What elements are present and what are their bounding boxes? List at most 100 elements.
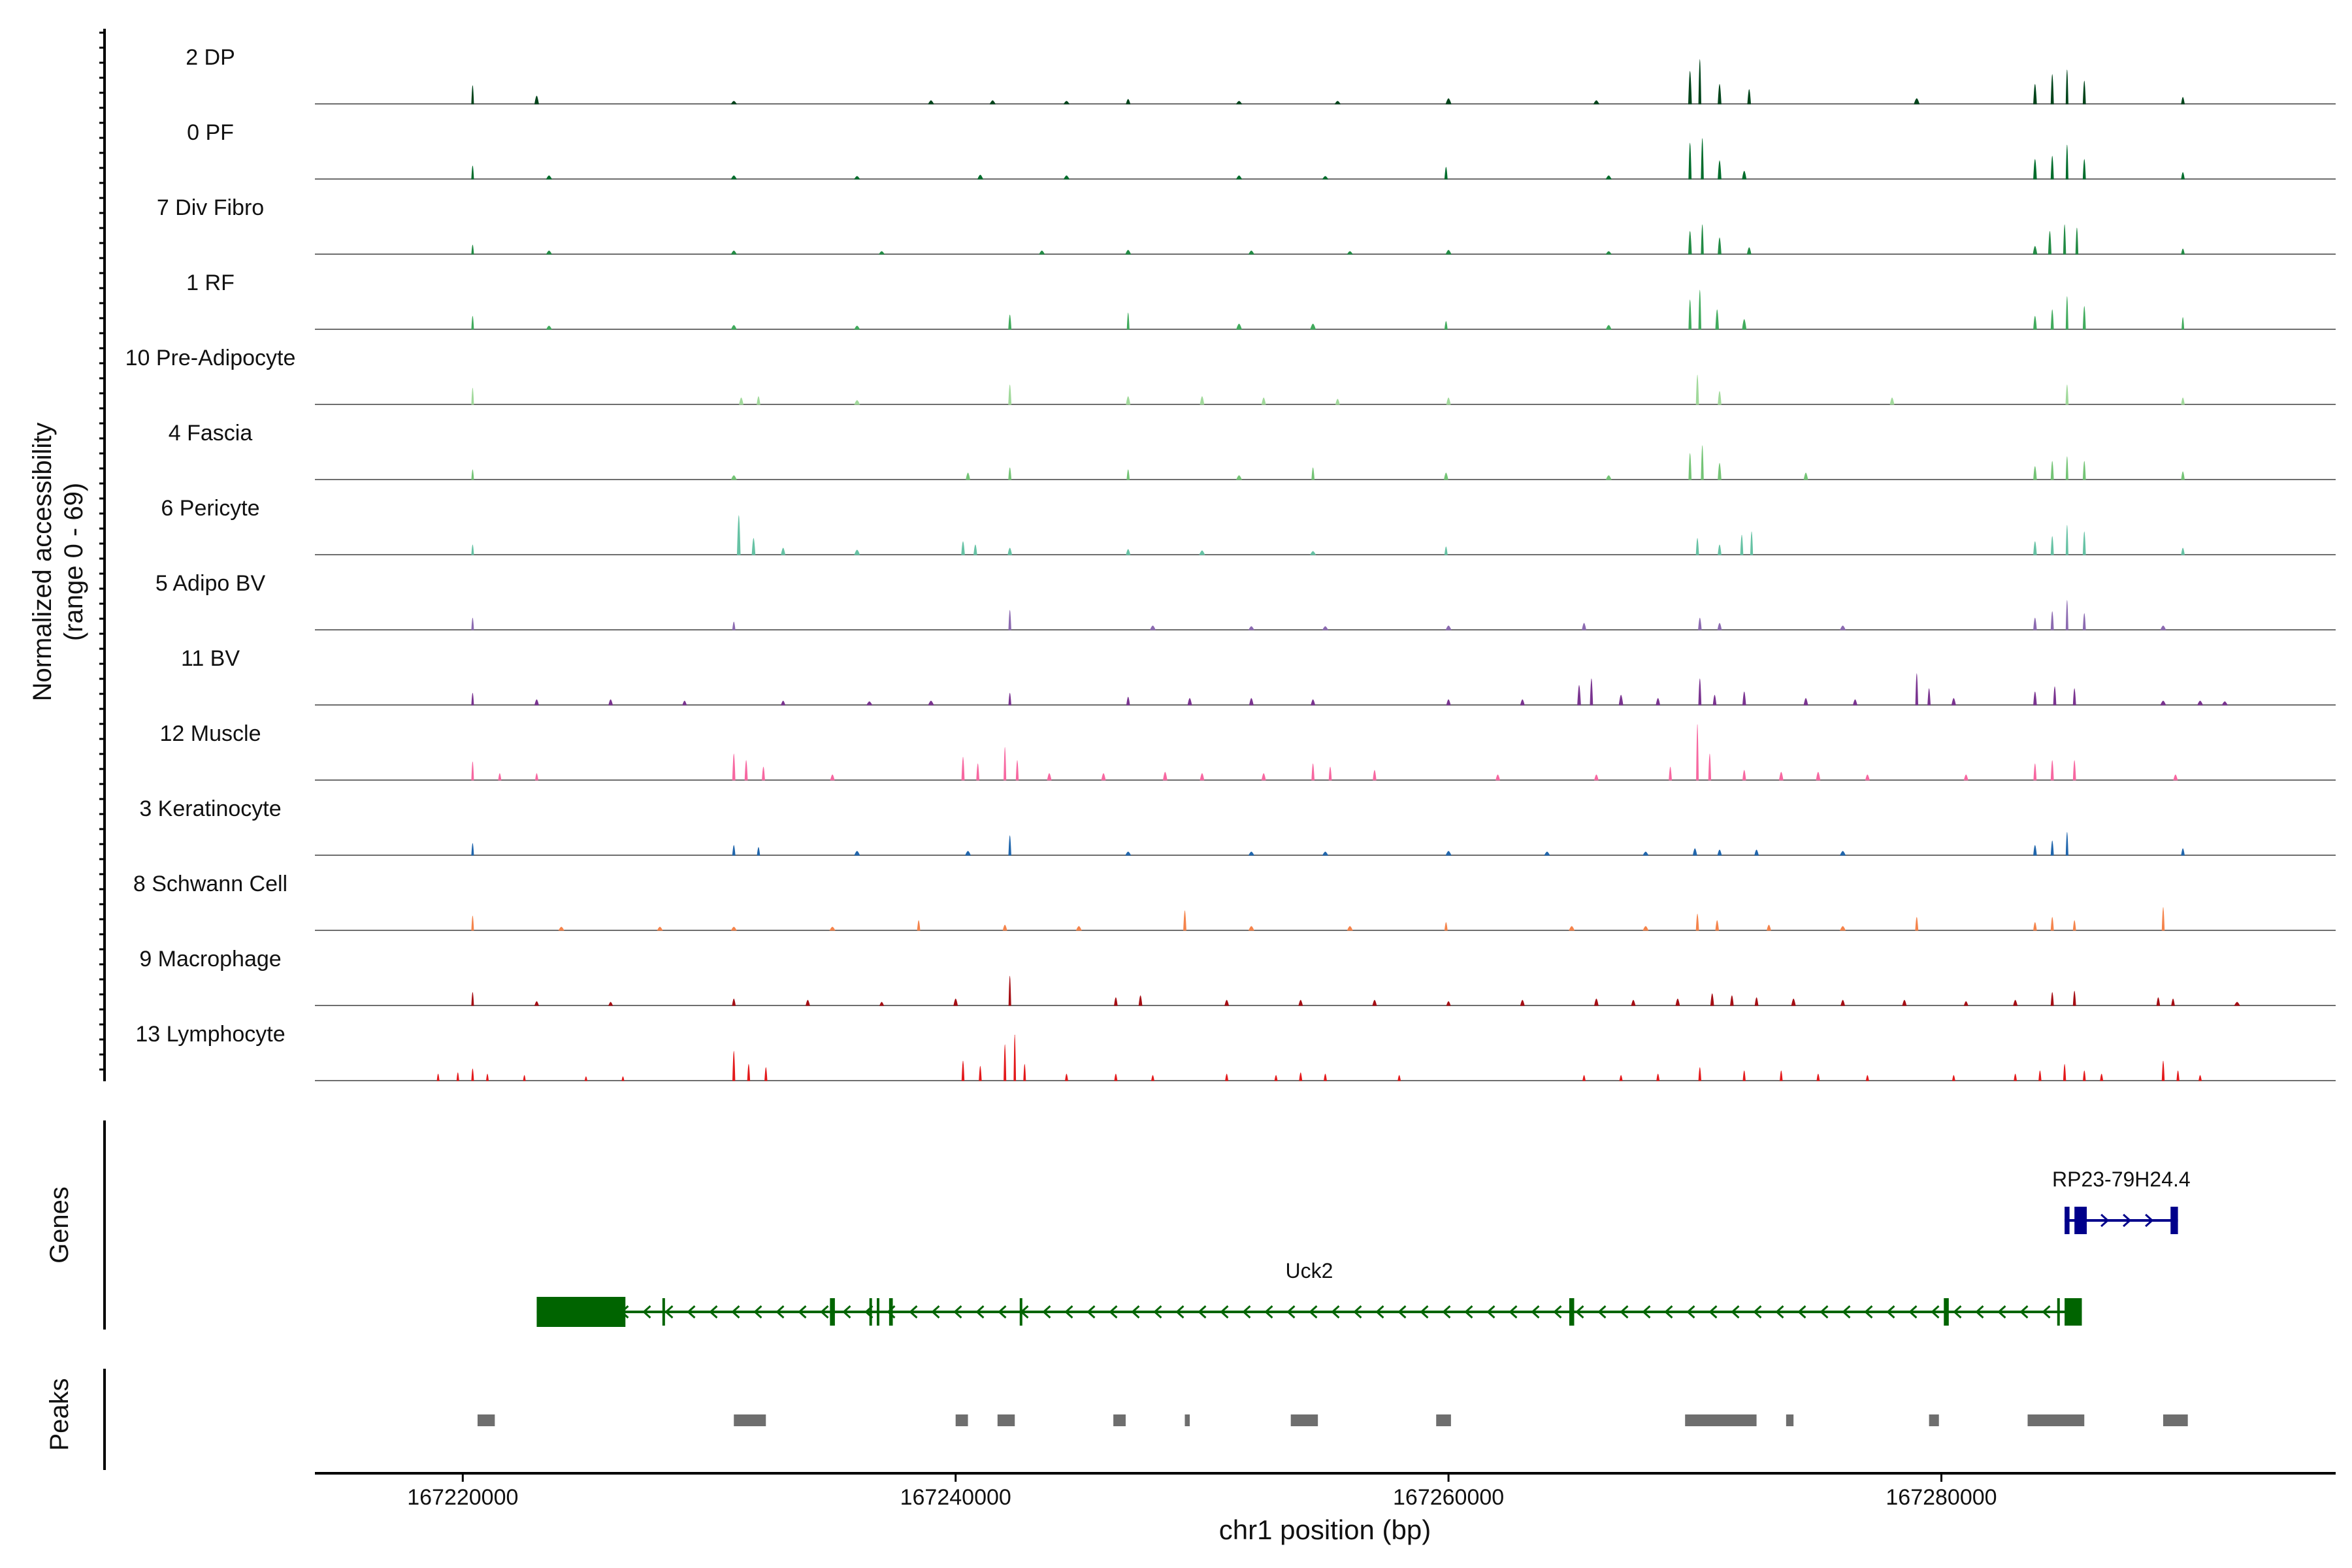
coverage-peak [2033, 922, 2037, 931]
coverage-peak [1840, 926, 1846, 931]
peak-region [734, 1414, 766, 1426]
coverage-peak [1642, 851, 1649, 856]
strand-arrow [1042, 1305, 1051, 1319]
x-tick-label: 167260000 [1393, 1485, 1504, 1510]
coverage-peak [1963, 774, 1968, 781]
coverage-peak [730, 101, 737, 105]
coverage-peak [1015, 760, 1019, 781]
coverage-peak [1322, 851, 1329, 856]
coverage-peak [1149, 625, 1156, 630]
coverage-peak [471, 992, 474, 1006]
strand-arrow [753, 1305, 762, 1319]
strand-arrow [1597, 1305, 1607, 1319]
coverage-peak [1717, 623, 1722, 630]
coverage-peak [1605, 251, 1612, 255]
coverage-peak [730, 926, 737, 931]
coverage-peak [1261, 397, 1266, 405]
gene-exon [2057, 1298, 2060, 1326]
coverage-peak [1840, 851, 1846, 856]
coverage-peak [2082, 306, 2086, 330]
coverage-peak [1698, 289, 1702, 330]
coverage-peak [1718, 237, 1722, 255]
strand-arrow [1686, 1305, 1695, 1319]
coverage-peak [979, 1066, 982, 1081]
track-7-div-fibro: 7 Div Fibro [157, 195, 2336, 255]
coverage-peak [498, 773, 502, 781]
coverage-peak [1927, 688, 1931, 706]
coverage-peak [471, 761, 474, 781]
strand-arrow [931, 1305, 940, 1319]
coverage-peak [1852, 699, 1857, 706]
coverage-peak [2033, 316, 2037, 330]
coverage-peak [2072, 920, 2076, 931]
coverage-peak [732, 753, 736, 781]
coverage-peak [1718, 463, 1722, 480]
coverage-peak [2050, 760, 2054, 781]
coverage-peak [2181, 172, 2185, 180]
coverage-peak [2033, 617, 2037, 630]
coverage-peak [1372, 1000, 1377, 1006]
coverage-peak [2033, 541, 2037, 555]
coverage-peak [1495, 774, 1501, 781]
coverage-peak [2065, 525, 2068, 555]
coverage-peak [1299, 1072, 1303, 1081]
coverage-peak [854, 549, 860, 555]
coverage-peak [2033, 466, 2037, 480]
gene-exon [2170, 1207, 2178, 1234]
strand-arrow [1397, 1305, 1407, 1319]
coverage-peak [2181, 317, 2185, 330]
coverage-peak [953, 998, 958, 1006]
coverage-peak [854, 325, 860, 330]
coverage-peak [732, 621, 736, 630]
coverage-peak [2083, 1070, 2086, 1081]
coverage-peak [1778, 772, 1784, 781]
peak-region [1436, 1414, 1451, 1426]
coverage-peak [1047, 773, 1052, 781]
coverage-peak [1322, 626, 1329, 630]
strand-arrow [1642, 1305, 1651, 1319]
coverage-peak [1138, 995, 1143, 1006]
strand-arrow [664, 1305, 674, 1319]
coverage-peak [1126, 696, 1130, 706]
coverage-peak [621, 1076, 625, 1081]
coverage-peak [2033, 84, 2037, 105]
strand-arrow [1331, 1305, 1340, 1319]
strand-arrow [842, 1305, 851, 1319]
coverage-peak [558, 926, 564, 931]
coverage-peak [2160, 700, 2166, 706]
coverage-peak [1710, 993, 1714, 1006]
coverage-peak [1520, 1000, 1525, 1006]
gene-exon [2074, 1207, 2087, 1234]
coverage-peak [2176, 1070, 2180, 1081]
coverage-peak [2072, 760, 2076, 781]
coverage-peak [1063, 101, 1070, 105]
strand-arrow [1531, 1305, 1540, 1319]
coverage-peak [973, 544, 977, 555]
coverage-peak [2033, 691, 2037, 706]
coverage-peak [764, 1067, 768, 1081]
strand-arrow [2019, 1305, 2029, 1319]
coverage-peak [546, 250, 552, 255]
strand-arrow [798, 1305, 807, 1319]
coverage-peak [1816, 772, 1821, 781]
coverage-peak [1248, 250, 1254, 255]
strand-arrow [1286, 1305, 1296, 1319]
coverage-peak [1126, 549, 1131, 555]
coverage-peak [2181, 97, 2185, 105]
strand-arrow [776, 1305, 785, 1319]
coverage-peak [732, 998, 736, 1006]
coverage-peak [1605, 475, 1612, 480]
coverage-peak [1444, 922, 1448, 931]
coverage-peak [751, 538, 756, 555]
coverage-peak [1840, 1000, 1846, 1006]
coverage-peak [1248, 626, 1254, 630]
y-axis-range: (range 0 - 69) [59, 483, 88, 641]
coverage-peak [1334, 101, 1341, 105]
coverage-peak [739, 397, 744, 405]
coverage-peak [2082, 613, 2086, 630]
coverage-peak [1544, 851, 1550, 856]
coverage-peak [1915, 917, 1919, 931]
coverage-peak [1039, 250, 1045, 255]
coverage-peak [1718, 84, 1722, 105]
coverage-peak [2048, 231, 2052, 255]
